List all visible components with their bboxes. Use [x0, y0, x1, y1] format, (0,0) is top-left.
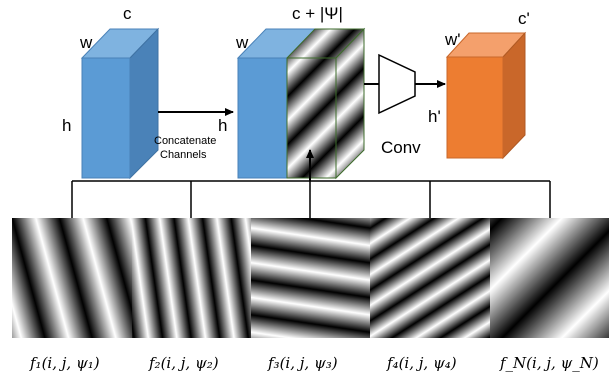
filter-label-1: f₁(i, j, ψ₁): [29, 354, 100, 372]
concat-width-label: w: [235, 33, 249, 52]
filter-label-3: f₃(i, j, ψ₃): [267, 354, 338, 372]
concat-height-label: h: [218, 116, 227, 135]
filter-image-5: [490, 218, 609, 338]
output-channels-label: c': [518, 9, 530, 28]
output-tensor-block: w' c' h': [428, 9, 530, 160]
conv-label: Conv: [381, 138, 421, 157]
output-height-label: h': [428, 107, 441, 126]
concat-label-line2: Channels: [160, 149, 207, 161]
input-tensor-block: w c h: [62, 4, 160, 180]
input-channels-label: c: [123, 4, 132, 23]
filter-label-5: f_N(i, j, ψ_N): [499, 354, 599, 372]
conv-operator: [378, 53, 416, 115]
concat-label-line1: Concatenate: [154, 135, 216, 147]
filter-image-2: [132, 218, 251, 338]
filter-label-2: f₂(i, j, ψ₂): [148, 354, 219, 372]
output-tensor-front: [446, 56, 504, 159]
concat-tensor-front-blue: [237, 57, 288, 179]
filter-images: [12, 218, 609, 338]
concat-tensor-front-filters: [286, 57, 337, 179]
concat-channels-label: c + |Ψ|: [292, 4, 343, 23]
filter-labels: f₁(i, j, ψ₁) f₂(i, j, ψ₂) f₃(i, j, ψ₃) f…: [29, 354, 599, 372]
concat-tensor-block: w c + |Ψ| h: [218, 4, 366, 180]
filter-image-1: [12, 218, 132, 338]
filter-image-4: [370, 218, 490, 338]
filter-merge-tree: [71, 149, 551, 218]
output-width-label: w': [444, 30, 461, 49]
filter-image-3: [251, 218, 370, 338]
input-tensor-front: [81, 57, 131, 179]
input-height-label: h: [62, 116, 71, 135]
input-width-label: w: [79, 33, 93, 52]
filter-label-4: f₄(i, j, ψ₄): [386, 354, 457, 372]
